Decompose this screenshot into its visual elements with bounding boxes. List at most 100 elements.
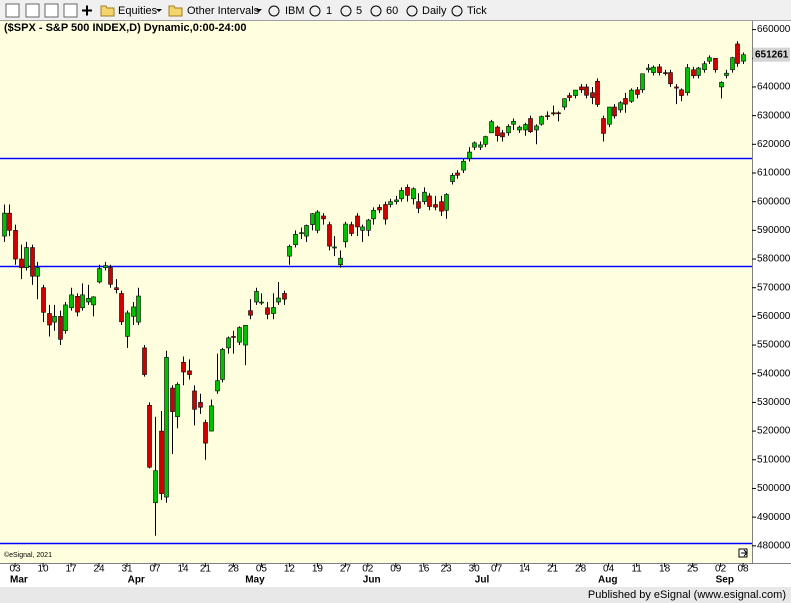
x-tick-label: 02 xyxy=(715,564,727,575)
candle-body xyxy=(181,361,186,373)
footer: Published by eSignal (www.esignal.com) xyxy=(588,589,786,601)
candle-body xyxy=(539,116,544,125)
scroll-button[interactable] xyxy=(738,548,748,558)
candle-body xyxy=(259,301,264,304)
y-tick-label: 570000 xyxy=(757,282,791,293)
candle-body xyxy=(304,225,309,237)
candle-body xyxy=(663,72,668,74)
month-label: Jun xyxy=(363,575,381,586)
candle-body xyxy=(293,234,298,245)
candle-body xyxy=(175,384,180,418)
x-tick-label: 14 xyxy=(177,564,189,575)
candle-body xyxy=(271,307,276,314)
candle-body xyxy=(209,405,214,432)
candle-body xyxy=(702,63,707,71)
icon-button[interactable] xyxy=(63,3,78,18)
candle-body xyxy=(310,213,315,225)
x-tick-label: 07 xyxy=(149,564,161,575)
toolbar-item[interactable]: 60 xyxy=(386,5,398,17)
folder-icon[interactable] xyxy=(100,5,115,17)
candle-body xyxy=(131,306,136,317)
candle-body xyxy=(719,82,724,88)
candle-body xyxy=(422,191,427,202)
candle-body xyxy=(455,172,460,176)
candle-body xyxy=(556,112,561,115)
candle-body xyxy=(315,211,320,231)
month-label: Jul xyxy=(475,575,490,586)
x-tick-label: 14 xyxy=(519,564,531,575)
candle-body xyxy=(63,304,68,332)
candle-body xyxy=(19,258,24,268)
candle-body xyxy=(147,404,152,468)
candle-body xyxy=(534,125,539,131)
candle-body xyxy=(343,223,348,243)
last-price-label: 651261 xyxy=(755,49,789,60)
dropdown-arrow xyxy=(156,9,162,12)
candle-body xyxy=(506,125,511,134)
candle-body xyxy=(388,201,393,205)
x-tick-label: 28 xyxy=(228,564,240,575)
candle-body xyxy=(299,232,304,234)
candle-body xyxy=(651,66,656,73)
candle-body xyxy=(730,57,735,71)
candle-body xyxy=(612,106,617,117)
toolbar-item[interactable]: 1 xyxy=(326,5,332,17)
toolbar-item[interactable]: 5 xyxy=(356,5,362,17)
copyright: ©eSignal, 2021 xyxy=(4,551,52,559)
y-tick-label: 630000 xyxy=(757,110,791,121)
month-label: May xyxy=(245,575,265,586)
candle-body xyxy=(114,287,119,291)
y-tick-label: 490000 xyxy=(757,512,791,523)
candle-body xyxy=(668,72,673,85)
candle-body xyxy=(237,327,242,343)
candle-body xyxy=(685,67,690,93)
candle-body xyxy=(450,174,455,182)
x-tick-label: 31 xyxy=(121,564,133,575)
add-button[interactable] xyxy=(82,5,92,16)
candle-body xyxy=(707,57,712,62)
candle-body xyxy=(601,118,606,134)
candle-body xyxy=(394,199,399,202)
candle-body xyxy=(58,316,63,340)
toolbar-item[interactable]: Tick xyxy=(467,5,487,17)
chart-title: ($SPX - S&P 500 INDEX,D) Dynamic,0:00-24… xyxy=(4,22,247,34)
candle-body xyxy=(584,86,589,96)
x-tick-label: 08 xyxy=(737,564,749,575)
candle-body xyxy=(119,293,124,323)
candle-body xyxy=(528,118,533,132)
y-tick-label: 620000 xyxy=(757,139,791,150)
candle-body xyxy=(254,291,259,303)
candle-body xyxy=(674,86,679,89)
interval-icon xyxy=(309,5,321,17)
candle-body xyxy=(579,86,584,91)
toolbar-item[interactable]: Daily xyxy=(422,5,447,17)
candle-body xyxy=(164,357,169,498)
y-tick-label: 600000 xyxy=(757,196,791,207)
candle-body xyxy=(595,80,600,105)
candle-body xyxy=(287,246,292,257)
x-tick-label: 25 xyxy=(687,564,699,575)
icon-button[interactable] xyxy=(25,3,40,18)
icon-button[interactable] xyxy=(5,3,20,18)
y-tick-label: 560000 xyxy=(757,311,791,322)
candle-body xyxy=(108,267,113,285)
candle-body xyxy=(735,43,740,64)
y-tick-label: 590000 xyxy=(757,225,791,236)
candle-body xyxy=(153,470,158,504)
toolbar-item[interactable]: Equities xyxy=(118,5,158,17)
candle-body xyxy=(629,89,634,102)
folder-icon[interactable] xyxy=(168,5,183,17)
candle-body xyxy=(24,247,29,268)
candle-body xyxy=(142,347,147,375)
candle-body xyxy=(136,295,141,323)
x-tick-label: 23 xyxy=(441,564,453,575)
icon-button[interactable] xyxy=(44,3,59,18)
toolbar-item[interactable]: IBM xyxy=(285,5,305,17)
candle-body xyxy=(371,209,376,220)
candle-body xyxy=(461,160,466,171)
toolbar-item[interactable]: Other Intervals xyxy=(187,5,260,17)
candle-body xyxy=(433,204,438,208)
candle-body xyxy=(399,190,404,200)
candle-body xyxy=(623,98,628,105)
y-tick-label: 640000 xyxy=(757,82,791,93)
